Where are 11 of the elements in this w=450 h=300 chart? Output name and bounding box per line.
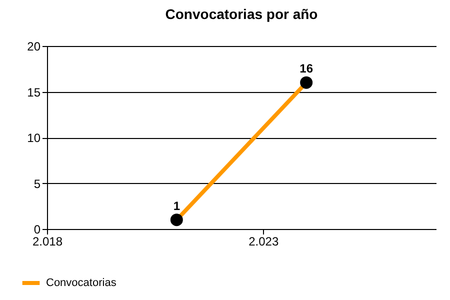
y-tick-label: 10 (27, 131, 41, 145)
y-tick-label: 0 (34, 222, 41, 236)
legend-label: Convocatorias (46, 277, 117, 289)
data-label: 1 (173, 198, 180, 213)
x-tick-label: 2.023 (248, 234, 279, 248)
data-label: 16 (300, 62, 314, 76)
x-tick-label: 2.018 (32, 234, 63, 248)
chart-title: Convocatorias por año (165, 6, 318, 22)
y-tick-label: 20 (27, 40, 41, 54)
y-tick-label: 15 (27, 85, 41, 100)
y-tick-label: 5 (34, 176, 41, 191)
